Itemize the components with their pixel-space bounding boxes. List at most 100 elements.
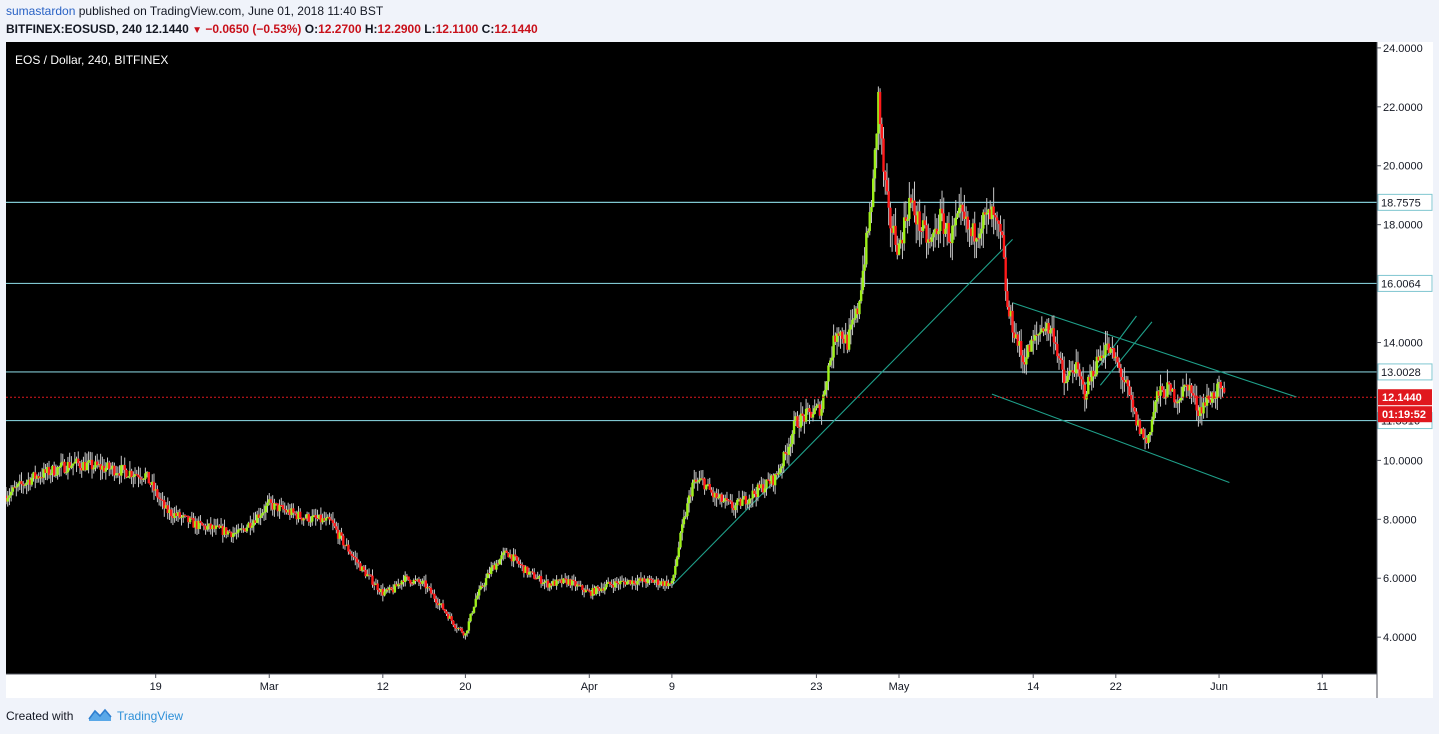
price-tick-label: 20.0000 — [1383, 161, 1423, 173]
candle-body — [417, 579, 421, 583]
candle-body — [30, 477, 34, 485]
candle-body — [756, 484, 760, 497]
candle-body — [694, 479, 698, 482]
candle-body — [1112, 348, 1116, 359]
candle-body — [1116, 356, 1119, 363]
candle-body — [551, 580, 555, 586]
candle-body — [737, 498, 741, 500]
candle-body — [245, 527, 249, 532]
tradingview-brand[interactable]: TradingView — [117, 709, 184, 723]
candle-body — [775, 474, 779, 476]
candle-body — [519, 563, 522, 565]
candle-body — [548, 583, 551, 588]
candle-body — [219, 525, 223, 528]
candle-body — [182, 515, 185, 517]
candle-body — [254, 520, 257, 523]
candle-body — [94, 461, 97, 468]
candle-body — [188, 517, 192, 523]
candle-body — [765, 479, 768, 489]
time-tick-label: 12 — [377, 681, 389, 693]
candle-body — [1143, 437, 1147, 439]
candle-body — [154, 489, 157, 491]
candle-body — [536, 577, 539, 579]
candle-body — [758, 484, 761, 489]
candle-body — [720, 494, 723, 502]
candle-body — [476, 595, 479, 599]
candle-body — [1059, 358, 1062, 361]
candle-body — [658, 584, 662, 586]
level-price-label: 18.7575 — [1381, 197, 1421, 209]
candle-body — [403, 575, 407, 583]
candle-body — [336, 529, 340, 539]
candle-body — [1061, 360, 1064, 370]
candle-body — [52, 465, 56, 476]
level-price-tag[interactable] — [1377, 274, 1433, 292]
candle-body — [78, 463, 82, 468]
candle-body — [410, 583, 414, 585]
candle-body — [197, 520, 200, 530]
candle-body — [994, 215, 997, 218]
price-chart[interactable]: 24.000022.000020.000018.000016.000014.00… — [6, 42, 1433, 698]
candle-body — [682, 517, 686, 525]
candle-body — [1166, 382, 1169, 398]
candle-body — [951, 225, 954, 244]
candle-body — [1197, 410, 1200, 417]
trendline[interactable] — [991, 393, 1230, 484]
candle-body — [610, 583, 613, 586]
candle-body — [333, 523, 336, 527]
candle-body — [434, 598, 438, 603]
candle-body — [834, 335, 837, 342]
candle-body — [822, 394, 825, 410]
candle-body — [58, 467, 61, 469]
candle-body — [724, 498, 727, 502]
tradingview-logo-icon — [88, 708, 112, 721]
candle-body — [560, 579, 563, 584]
candle-body — [233, 533, 237, 535]
candle-body — [1087, 376, 1090, 394]
candle-body — [791, 434, 794, 444]
trendline[interactable] — [1099, 321, 1153, 386]
candle-body — [1028, 344, 1031, 352]
candle-body — [600, 588, 603, 592]
price-tick-label: 6.0000 — [1383, 573, 1417, 585]
candle-body — [450, 616, 453, 621]
candle-body — [35, 476, 39, 479]
candle-body — [648, 578, 651, 580]
author-link[interactable]: sumastardon — [6, 4, 76, 18]
candle-body — [414, 579, 417, 581]
candle-body — [1095, 356, 1099, 375]
candle-body — [445, 611, 448, 614]
level-price-tag[interactable] — [1377, 193, 1433, 211]
candle-body — [1030, 339, 1033, 352]
chart-canvas[interactable]: 24.000022.000020.000018.000016.000014.00… — [6, 42, 1433, 698]
level-price-tag[interactable] — [1377, 363, 1433, 381]
candle-body — [18, 481, 21, 484]
candle-body — [637, 578, 641, 581]
candle-body — [211, 525, 214, 530]
candle-body — [641, 578, 644, 582]
trendline[interactable] — [671, 239, 1013, 586]
time-axis[interactable] — [6, 674, 1433, 698]
candle-body — [982, 212, 985, 229]
candle-body — [373, 584, 376, 586]
trendline[interactable] — [1012, 302, 1297, 398]
candle-body — [70, 465, 73, 468]
candle-body — [457, 627, 460, 629]
candle-body — [594, 586, 598, 595]
candle-body — [317, 514, 321, 519]
candle-body — [1021, 355, 1025, 363]
candle-body — [686, 503, 689, 517]
candle-body — [613, 581, 617, 588]
candle-body — [928, 239, 932, 242]
candle-body — [364, 569, 367, 577]
candle-body — [596, 586, 600, 589]
candle-body — [849, 324, 853, 330]
candle-body — [46, 466, 49, 473]
candle-body — [1178, 400, 1181, 402]
candle-body — [498, 559, 502, 565]
candle-body — [837, 333, 840, 336]
candle-body — [297, 511, 300, 520]
candle-body — [687, 495, 691, 504]
candle-body — [1119, 368, 1123, 378]
candle-body — [562, 578, 565, 584]
